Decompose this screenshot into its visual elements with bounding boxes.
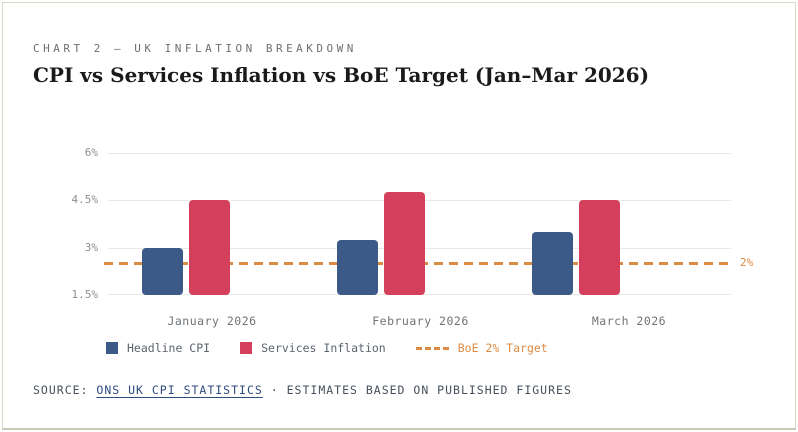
target-line-label: 2% xyxy=(740,256,754,269)
chart-eyebrow: CHART 2 — UK INFLATION BREAKDOWN xyxy=(33,42,357,55)
bar-services-inflation-march-2026 xyxy=(579,200,620,295)
x-axis-label-january-2026: January 2026 xyxy=(167,314,257,328)
legend-label-services-inflation: Services Inflation xyxy=(261,341,386,355)
source-separator: · xyxy=(270,383,279,397)
legend-swatch-services-inflation xyxy=(240,342,253,354)
bar-services-inflation-january-2026 xyxy=(189,200,230,295)
y-tick-label-1.5: 1.5% xyxy=(71,288,99,301)
y-tick-label-6: 6% xyxy=(84,146,98,159)
legend-label-headline-cpi: Headline CPI xyxy=(127,341,211,355)
x-axis-label-february-2026: February 2026 xyxy=(372,314,469,328)
source-note: ESTIMATES BASED ON PUBLISHED FIGURES xyxy=(286,383,572,397)
bar-headline-cpi-january-2026 xyxy=(142,248,183,295)
legend-item-services-inflation: Services Inflation xyxy=(240,341,386,355)
y-tick-label-4.5: 4.5% xyxy=(71,193,99,206)
chart-legend: Headline CPI Services Inflation BoE 2% T… xyxy=(106,341,548,355)
source-label: SOURCE: xyxy=(33,383,89,397)
source-link[interactable]: ONS UK CPI STATISTICS xyxy=(96,383,263,397)
y-tick-label-3: 3% xyxy=(84,241,98,254)
gridline-6 xyxy=(108,153,731,154)
legend-swatch-headline-cpi xyxy=(106,342,118,354)
bar-services-inflation-february-2026 xyxy=(384,192,425,295)
bar-headline-cpi-february-2026 xyxy=(337,240,378,295)
legend-label-boe-target: BoE 2% Target xyxy=(457,341,548,355)
legend-item-headline-cpi: Headline CPI xyxy=(106,341,210,355)
legend-item-boe-target: BoE 2% Target xyxy=(415,341,548,355)
x-axis-label-march-2026: March 2026 xyxy=(591,314,667,328)
page-title: CPI vs Services Inflation vs BoE Target … xyxy=(33,63,650,87)
chart-plot-area: 2% 6% 4.5% 3% 1.5% January 2026 February 2026… xyxy=(72,146,754,328)
bar-headline-cpi-march-2026 xyxy=(532,232,573,295)
source-line: SOURCE: ONS UK CPI STATISTICS · ESTIMATE… xyxy=(33,383,572,397)
legend-dash-swatch xyxy=(415,346,449,350)
